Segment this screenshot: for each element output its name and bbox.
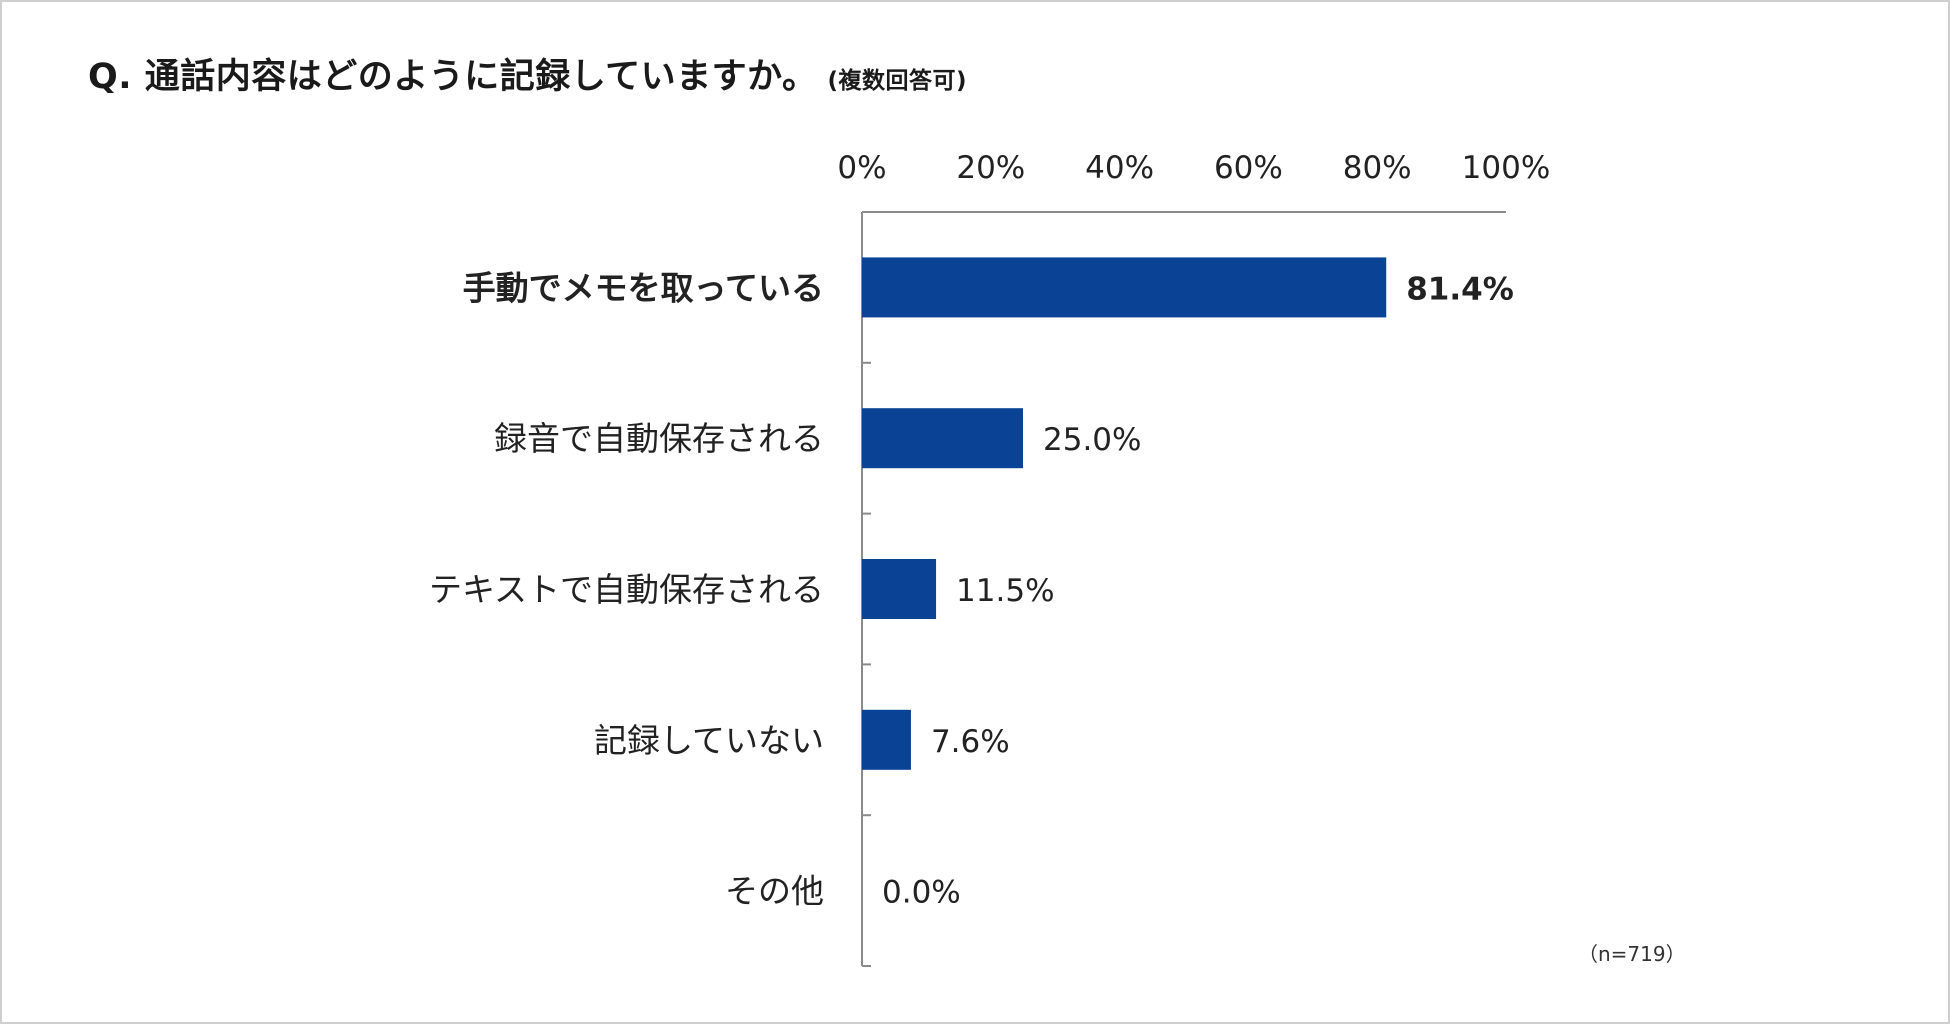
data-label: 25.0% (1043, 422, 1141, 458)
data-label: 0.0% (882, 875, 961, 911)
category-label: 記録していない (594, 721, 824, 760)
bar (862, 709, 911, 770)
category-label: 録音で自動保存される (494, 419, 824, 458)
chart-title: Q. 通話内容はどのように記録していますか。 (複数回答可) (88, 48, 967, 99)
category-label: その他 (725, 872, 824, 911)
x-tick-label: 0% (837, 150, 886, 186)
x-tick-label: 20% (956, 150, 1025, 186)
x-tick-label: 80% (1343, 150, 1412, 186)
x-tick-label: 100% (1462, 150, 1551, 186)
title-main: Q. 通話内容はどのように記録していますか。 (88, 57, 818, 97)
x-tick-label: 60% (1214, 150, 1283, 186)
x-tick-label: 40% (1085, 150, 1154, 186)
bar (862, 257, 1387, 318)
data-label: 7.6% (931, 724, 1010, 760)
sample-size-note: （n=719） (1578, 942, 1686, 966)
bar (862, 408, 1023, 469)
data-label: 11.5% (956, 573, 1054, 609)
bar (862, 559, 937, 619)
category-label: 手動でメモを取っている (463, 268, 824, 307)
category-label: テキストで自動保存される (429, 570, 824, 609)
title-subtitle: (複数回答可) (827, 68, 968, 94)
data-label: 81.4% (1406, 271, 1514, 307)
